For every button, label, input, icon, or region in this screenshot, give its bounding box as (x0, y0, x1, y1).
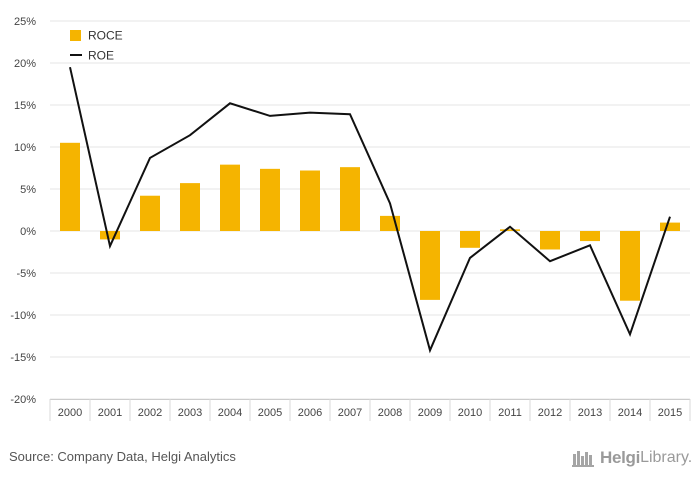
x-tick-label: 2003 (178, 407, 202, 419)
helgi-library-logo: Helgi Library. (572, 447, 692, 469)
bookshelf-icon (572, 451, 594, 467)
x-tick-label: 2005 (258, 407, 282, 419)
roce-bar (540, 231, 560, 250)
roce-bar (620, 231, 640, 301)
x-tick-label: 2007 (338, 407, 362, 419)
roce-bar (60, 142, 80, 231)
roce-bar (500, 229, 520, 231)
x-tick-label: 2006 (298, 407, 322, 419)
y-tick-label: 10% (14, 142, 36, 154)
source-note: Source: Company Data, Helgi Analytics (9, 449, 236, 464)
roce-bar (260, 168, 280, 231)
roce-bars (60, 142, 680, 301)
x-tick-label: 2014 (618, 407, 642, 419)
y-tick-label: -10% (10, 310, 36, 322)
roce-bar (340, 167, 360, 231)
roce-bar (580, 231, 600, 242)
y-tick-label: 5% (20, 184, 36, 196)
y-tick-label: 25% (14, 16, 36, 28)
y-tick-label: -20% (10, 394, 36, 406)
roce-bar (420, 231, 440, 300)
logo-brand-text: Helgi (600, 448, 641, 467)
roce-bar (180, 183, 200, 231)
x-tick-label: 2001 (98, 407, 122, 419)
roe-line (69, 66, 671, 354)
y-axis-ticks: 25% 20% 15% 10% 5% 0% -5% -10% -15% -20% (10, 16, 36, 406)
y-tick-label: -15% (10, 352, 36, 364)
x-tick-label: 2012 (538, 407, 562, 419)
y-tick-label: -5% (16, 268, 36, 280)
x-tick-label: 2010 (458, 407, 482, 419)
x-tick-label: 2009 (418, 407, 442, 419)
legend-roce-label: ROCE (88, 29, 123, 43)
x-axis: 2000 2001 2002 2003 2004 2005 2006 2007 2008 2009… (49, 399, 691, 421)
x-tick-label: 2004 (218, 407, 242, 419)
x-tick-label: 2011 (498, 407, 522, 419)
x-tick-label: 2002 (138, 407, 162, 419)
legend-roe-label: ROE (88, 49, 114, 63)
y-tick-label: 15% (14, 100, 36, 112)
logo-suffix-text: Library. (640, 449, 693, 466)
x-tick-label: 2013 (578, 407, 602, 419)
x-tick-label: 2008 (378, 407, 402, 419)
roce-bar (100, 231, 120, 240)
y-tick-label: 0% (20, 226, 36, 238)
roce-bar (660, 222, 680, 231)
y-tick-label: 20% (14, 58, 36, 70)
roce-bar (300, 170, 320, 231)
roce-bar (220, 164, 240, 231)
roce-bar (140, 195, 160, 231)
legend: ROCE ROE (70, 29, 123, 63)
legend-roce-swatch (70, 30, 81, 41)
roe-line-layer (69, 66, 671, 354)
x-tick-label: 2000 (58, 407, 82, 419)
roce-bar (460, 231, 480, 248)
x-tick-label: 2015 (658, 407, 682, 419)
